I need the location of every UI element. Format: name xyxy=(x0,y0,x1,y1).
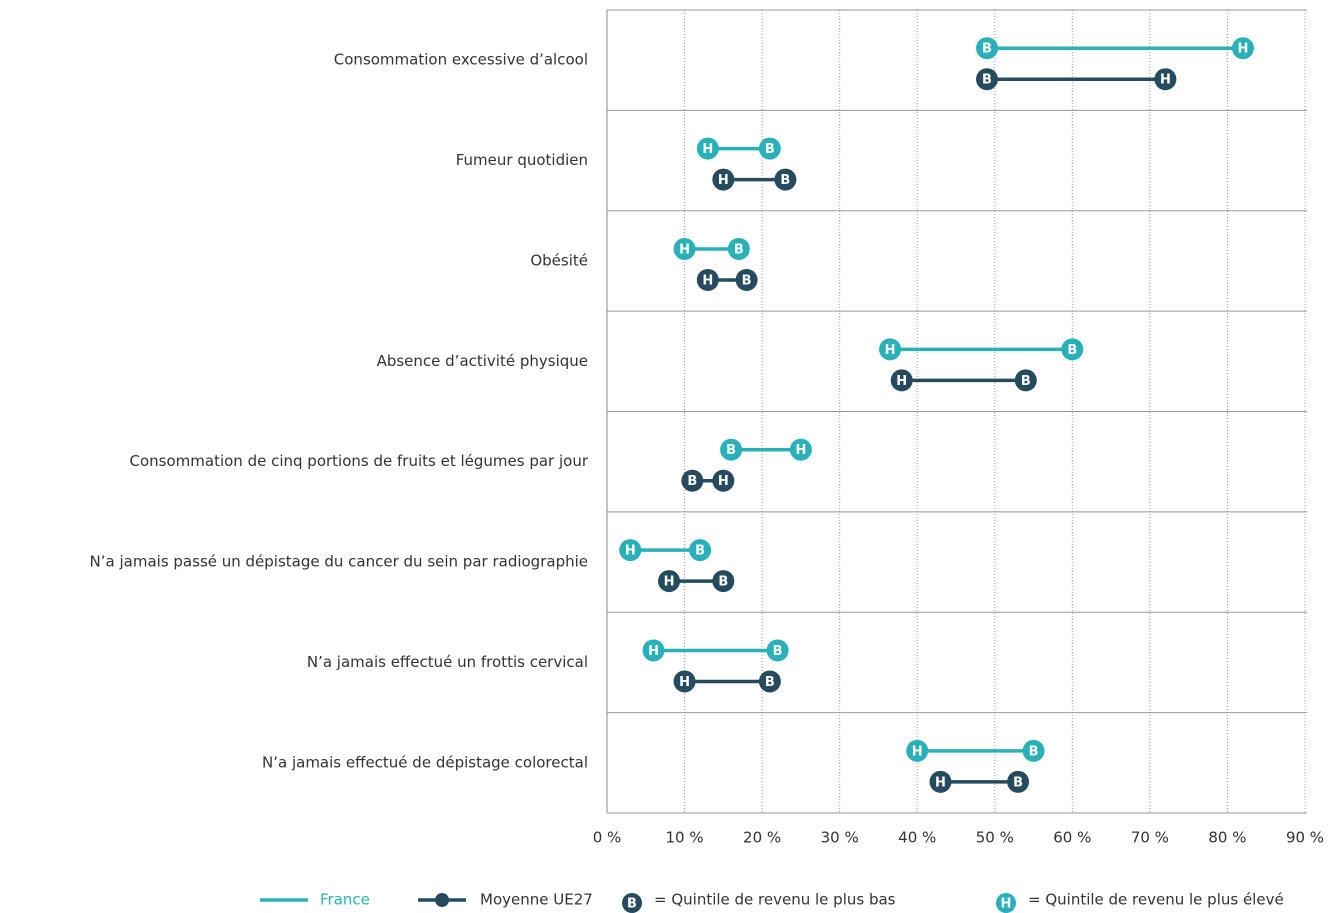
point-letter: H xyxy=(664,575,675,590)
legend-label: = Quintile de revenu le plus élevé xyxy=(1028,891,1284,909)
category-label: Fumeur quotidien xyxy=(456,151,588,169)
category-label: Obésité xyxy=(530,251,588,269)
point xyxy=(929,770,952,793)
x-tick-label: 30 % xyxy=(821,829,859,847)
point-letter: B xyxy=(780,173,790,188)
x-tick-label: 20 % xyxy=(743,829,781,847)
legend-dot xyxy=(996,893,1016,913)
point-letter: H xyxy=(679,242,690,257)
point-letter: H xyxy=(885,343,896,358)
point-letter: B xyxy=(1013,775,1023,790)
point-letter: B xyxy=(982,73,992,88)
point-letter: B xyxy=(742,273,752,288)
legend-label: = Quintile de revenu le plus bas xyxy=(654,891,896,909)
point xyxy=(673,670,696,693)
point-letter: B xyxy=(695,544,705,559)
category-label: Consommation excessive d’alcool xyxy=(334,51,588,69)
point-letter: H xyxy=(718,173,729,188)
point xyxy=(1007,770,1030,793)
point-letter: H xyxy=(912,744,923,759)
legend-dot xyxy=(435,893,449,907)
point xyxy=(696,268,719,291)
point xyxy=(774,168,797,191)
point-letter: H xyxy=(1238,42,1249,57)
point xyxy=(879,338,902,361)
point xyxy=(758,670,781,693)
point-letter: H xyxy=(679,675,690,690)
point xyxy=(712,570,735,593)
point-letter: B xyxy=(734,242,744,257)
point xyxy=(1231,37,1254,60)
category-label: Consommation de cinq portions de fruits … xyxy=(130,452,589,470)
point xyxy=(712,469,735,492)
legend-dot xyxy=(622,893,642,913)
point xyxy=(727,237,750,260)
x-tick-label: 50 % xyxy=(976,829,1014,847)
point xyxy=(619,539,642,562)
point-letter: H xyxy=(896,374,907,389)
point xyxy=(1014,369,1037,392)
category-label: N’a jamais passé un dépistage du cancer … xyxy=(90,553,588,571)
point-letter: B xyxy=(1021,374,1031,389)
category-label: N’a jamais effectué un frottis cervical xyxy=(307,653,588,671)
point xyxy=(735,268,758,291)
x-tick-label: 80 % xyxy=(1208,829,1246,847)
point-letter: B xyxy=(982,42,992,57)
point xyxy=(890,369,913,392)
point-letter: B xyxy=(718,575,728,590)
point xyxy=(789,438,812,461)
point-letter: H xyxy=(702,273,713,288)
point xyxy=(689,539,712,562)
point xyxy=(976,37,999,60)
point xyxy=(673,237,696,260)
point-letter: H xyxy=(1160,73,1171,88)
point xyxy=(720,438,743,461)
point-letter: B xyxy=(765,675,775,690)
point-letter: H xyxy=(718,474,729,489)
x-tick-label: 60 % xyxy=(1053,829,1091,847)
legend-letter: H xyxy=(1001,897,1012,912)
point-letter: B xyxy=(773,644,783,659)
point xyxy=(766,639,789,662)
x-tick-label: 10 % xyxy=(666,829,704,847)
point xyxy=(712,168,735,191)
category-label: Absence d’activité physique xyxy=(377,352,588,370)
x-tick-label: 40 % xyxy=(898,829,936,847)
point-letter: H xyxy=(702,142,713,157)
point-letter: H xyxy=(795,443,806,458)
point-letter: H xyxy=(935,775,946,790)
point xyxy=(758,137,781,160)
point-letter: B xyxy=(1067,343,1077,358)
x-tick-label: 70 % xyxy=(1131,829,1169,847)
point xyxy=(1022,739,1045,762)
point xyxy=(642,639,665,662)
point-letter: B xyxy=(726,443,736,458)
legend-letter: B xyxy=(627,897,637,912)
point xyxy=(658,570,681,593)
point xyxy=(906,739,929,762)
legend-label: Moyenne UE27 xyxy=(480,891,593,909)
category-label: N’a jamais effectué de dépistage colorec… xyxy=(262,753,588,771)
legend-label: France xyxy=(320,891,370,909)
point xyxy=(976,68,999,91)
x-tick-label: 90 % xyxy=(1286,829,1324,847)
point-letter: H xyxy=(648,644,659,659)
x-tick-label: 0 % xyxy=(593,829,622,847)
point-letter: B xyxy=(1029,744,1039,759)
point xyxy=(1154,68,1177,91)
point xyxy=(1061,338,1084,361)
point-letter: B xyxy=(765,142,775,157)
point-letter: H xyxy=(625,544,636,559)
point xyxy=(681,469,704,492)
point xyxy=(696,137,719,160)
point-letter: B xyxy=(687,474,697,489)
